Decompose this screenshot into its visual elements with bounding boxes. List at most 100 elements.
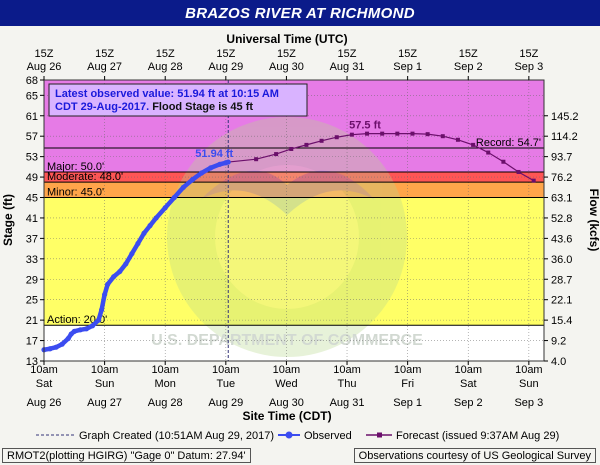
top-tick-hour-2: 15Z: [156, 48, 175, 60]
y-tick-label-10: 53: [26, 152, 38, 164]
forecast-point-6: [334, 135, 339, 140]
bottom-tick-date-4: Aug 30: [269, 397, 304, 409]
forecast-peak-label: 57.5 ft: [349, 120, 381, 132]
bottom-tick-date-2: Aug 28: [148, 397, 183, 409]
top-tick-hour-4: 15Z: [277, 48, 296, 60]
bottom-tick-time-2: 10am: [151, 364, 179, 376]
hydrograph-chart: U.S. DEPARTMENT OF COMMERCE Major: 50.0'…: [1, 32, 600, 442]
y-tick-label-3: 25: [26, 295, 38, 307]
forecast-point-3: [289, 146, 294, 151]
bottom-tick-dow-1: Sun: [95, 378, 115, 390]
y-axis-label: Stage (ft): [1, 194, 15, 246]
forecast-point-10: [395, 131, 400, 136]
y-tick-label-13: 65: [26, 90, 38, 102]
y-tick-label-6: 37: [26, 233, 38, 245]
bottom-tick-time-5: 10am: [333, 364, 361, 376]
bottom-tick-dow-3: Tue: [217, 378, 236, 390]
forecast-point-15: [471, 142, 476, 147]
plot-border: [43, 79, 545, 362]
flow-tick-label-3: 22.1: [551, 295, 572, 307]
y-tick-label-0: 13: [26, 356, 38, 368]
y-tick-label-2: 21: [26, 315, 38, 327]
datum-note: RMOT2(plotting HGIRG) "Gage 0" Datum: 27…: [2, 448, 251, 463]
bottom-tick-time-7: 10am: [454, 364, 482, 376]
bottom-tick-dow-8: Sun: [519, 378, 539, 390]
chart-title: BRAZOS RIVER AT RICHMOND: [185, 4, 415, 22]
bottom-tick-dow-5: Thu: [338, 378, 357, 390]
forecast-point-2: [274, 152, 279, 157]
top-tick-hour-0: 15Z: [35, 48, 54, 60]
flow-tick-label-5: 36.0: [551, 254, 572, 266]
y-tick-label-5: 33: [26, 254, 38, 266]
bottom-axis-title: Site Time (CDT): [242, 409, 331, 423]
forecast-point-14: [455, 137, 460, 142]
threshold-label-major: Major: 50.0': [47, 161, 104, 173]
flow-tick-label-0: 4.0: [551, 356, 566, 368]
credit-note: Observations courtesy of US Geological S…: [353, 448, 596, 463]
y-tick-label-14: 68: [26, 75, 38, 87]
threshold-label-record: Record: 54.7': [476, 137, 541, 149]
y-axis-label-right: Flow (kcfs): [587, 189, 600, 252]
forecast-point-16: [486, 150, 491, 155]
bottom-tick-dow-6: Fri: [401, 378, 414, 390]
y-tick-label-8: 45: [26, 193, 38, 205]
forecast-point-12: [425, 132, 430, 137]
legend-observed-label: Observed: [304, 430, 352, 442]
bottom-tick-date-1: Aug 27: [87, 397, 122, 409]
observed-last-label: 51.94 ft: [195, 148, 233, 160]
top-tick-hour-8: 15Z: [519, 48, 538, 60]
forecast-point-19: [531, 178, 536, 183]
forecast-point-13: [440, 134, 445, 139]
top-tick-date-4: Aug 30: [269, 61, 304, 73]
forecast-point-4: [304, 142, 309, 147]
band-2: [44, 182, 544, 198]
y-tick-label-11: 57: [26, 131, 38, 143]
y-tick-label-7: 41: [26, 213, 38, 225]
top-tick-date-8: Sep 3: [514, 61, 543, 73]
forecast-series: 57.5 ft: [228, 120, 536, 183]
top-tick-hour-5: 15Z: [338, 48, 357, 60]
threshold-label-minor: Minor: 45.0': [47, 187, 104, 199]
bottom-tick-time-6: 10am: [394, 364, 422, 376]
y-tick-label-1: 17: [26, 336, 38, 348]
top-tick-hour-3: 15Z: [216, 48, 235, 60]
bottom-tick-date-0: Aug 26: [27, 397, 62, 409]
flow-tick-label-8: 63.1: [551, 193, 572, 205]
y-tick-label-12: 61: [26, 111, 38, 123]
bottom-tick-date-5: Aug 31: [330, 397, 365, 409]
legend: Graph Created (10:51AM Aug 29, 2017) Obse…: [36, 430, 559, 442]
forecast-line: [228, 133, 534, 182]
annotation-flood-stage: Flood Stage is 45 ft: [149, 101, 253, 113]
observed-line: [41, 159, 231, 353]
top-tick-hour-1: 15Z: [95, 48, 114, 60]
axes: 13 17 21 25 29 33 37 41 45 49 53 57 61 65 68 4.0 9.2 15.4…: [26, 48, 579, 409]
annotation-line2: CDT 29-Aug-2017. Flood Stage is 45 ft: [55, 101, 253, 113]
forecast-point-9: [380, 131, 385, 136]
flow-tick-label-6: 43.6: [551, 233, 572, 245]
threshold-lines: Major: 50.0'Moderate: 48.0'Minor: 45.0'A…: [44, 137, 544, 326]
forecast-point-17: [501, 159, 506, 164]
forecast-point-5: [319, 138, 324, 143]
bottom-tick-dow-4: Wed: [275, 378, 297, 390]
y-tick-label-4: 29: [26, 274, 38, 286]
annotation-date: CDT 29-Aug-2017.: [55, 101, 149, 113]
bottom-tick-time-4: 10am: [273, 364, 301, 376]
threshold-label-moderate: Moderate: 48.0': [47, 171, 123, 183]
top-tick-hour-6: 15Z: [398, 48, 417, 60]
title-bar: BRAZOS RIVER AT RICHMOND: [0, 0, 600, 26]
legend-forecast-marker: [377, 432, 382, 438]
top-tick-date-1: Aug 27: [87, 61, 122, 73]
flow-tick-label-9: 76.2: [551, 172, 572, 184]
bottom-tick-dow-2: Mon: [155, 378, 176, 390]
forecast-point-18: [516, 169, 521, 174]
top-tick-date-0: Aug 26: [27, 61, 62, 73]
legend-forecast-label: Forecast (issued 9:37AM Aug 29): [396, 430, 559, 442]
top-tick-hour-7: 15Z: [459, 48, 478, 60]
flow-tick-label-11: 114.2: [551, 131, 578, 143]
top-axis-title: Universal Time (UTC): [226, 32, 347, 46]
footer: RMOT2(plotting HGIRG) "Gage 0" Datum: 27…: [0, 448, 600, 465]
flow-tick-label-2: 15.4: [551, 315, 572, 327]
legend-created-label: Graph Created (10:51AM Aug 29, 2017): [79, 430, 274, 442]
y-tick-label-9: 49: [26, 172, 38, 184]
annotation-line1: Latest observed value: 51.94 ft at 10:15…: [55, 88, 279, 100]
